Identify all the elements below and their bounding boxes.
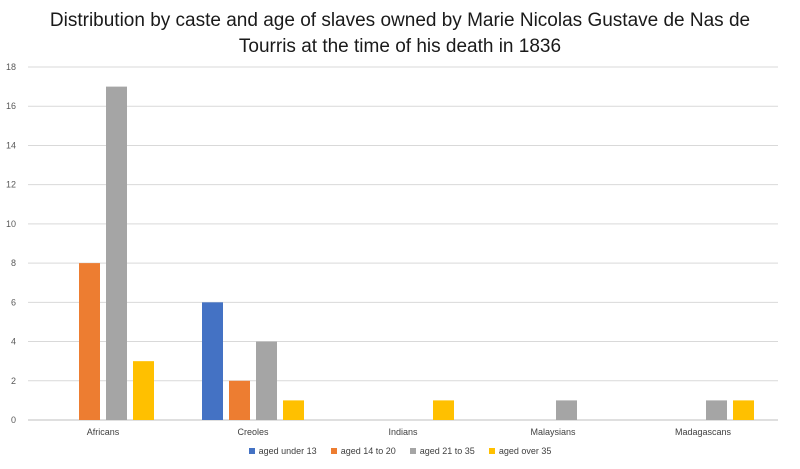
chart-legend: aged under 13 aged 14 to 20 aged 21 to 3… <box>0 446 800 456</box>
legend-swatch <box>330 448 337 454</box>
x-tick-label: Africans <box>87 427 120 437</box>
x-tick-label: Madagascans <box>675 427 732 437</box>
y-tick-label: 12 <box>6 180 16 190</box>
legend-item-under-13: aged under 13 <box>248 446 317 456</box>
x-tick-label: Creoles <box>237 427 269 437</box>
bar <box>79 263 100 420</box>
y-tick-label: 18 <box>6 62 16 72</box>
x-tick-label: Indians <box>388 427 418 437</box>
bar <box>433 400 454 420</box>
bar <box>283 400 304 420</box>
y-tick-label: 4 <box>11 337 16 347</box>
bar <box>133 361 154 420</box>
legend-swatch <box>488 448 495 454</box>
chart-title-line-2: Tourris at the time of his death in 1836 <box>238 36 562 57</box>
legend-swatch <box>409 448 416 454</box>
bar <box>106 86 127 420</box>
bar <box>556 400 577 420</box>
x-tick-label: Malaysians <box>530 427 576 437</box>
bar <box>733 400 754 420</box>
bar <box>706 400 727 420</box>
y-tick-label: 2 <box>11 376 16 386</box>
legend-label: aged 21 to 35 <box>419 446 475 456</box>
legend-item-14-to-20: aged 14 to 20 <box>330 446 396 456</box>
y-tick-label: 14 <box>6 140 16 150</box>
bar <box>256 341 277 420</box>
y-tick-label: 10 <box>6 219 16 229</box>
legend-swatch <box>248 448 255 454</box>
chart-title-line-1: Distribution by caste and age of slaves … <box>49 10 751 31</box>
legend-label: aged under 13 <box>258 446 317 456</box>
chart-title: Distribution by caste and age of slaves … <box>0 8 800 60</box>
y-tick-label: 8 <box>11 258 16 268</box>
bar <box>229 380 250 420</box>
y-tick-label: 16 <box>6 101 16 111</box>
legend-item-21-to-35: aged 21 to 35 <box>409 446 475 456</box>
y-tick-label: 6 <box>11 297 16 307</box>
legend-label: aged 14 to 20 <box>340 446 396 456</box>
y-tick-label: 0 <box>11 415 16 425</box>
legend-item-over-35: aged over 35 <box>488 446 552 456</box>
legend-label: aged over 35 <box>498 446 552 456</box>
bar <box>202 302 223 420</box>
